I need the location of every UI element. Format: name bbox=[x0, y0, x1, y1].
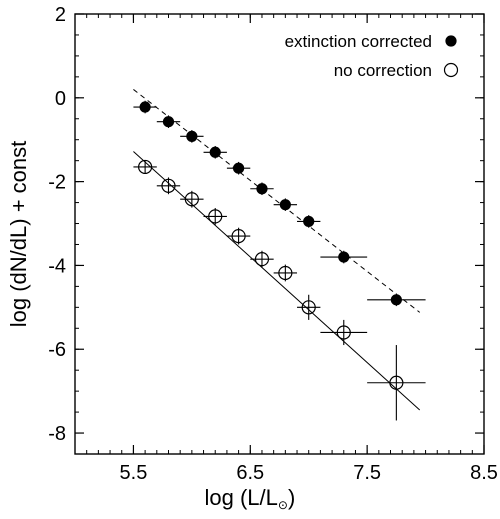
open-circle-marker bbox=[336, 325, 351, 340]
legend-marker-filled bbox=[445, 35, 457, 47]
filled-circle-marker bbox=[209, 146, 221, 158]
open-circle-marker bbox=[184, 192, 199, 207]
x-axis-label-main: log (L/L bbox=[205, 485, 278, 510]
point-no-correction bbox=[320, 319, 368, 346]
y-tick-label: 0 bbox=[55, 88, 66, 110]
fit-line-extinction-corrected bbox=[133, 89, 421, 313]
filled-circle-marker bbox=[279, 199, 291, 211]
filled-circle-marker bbox=[186, 130, 198, 142]
filled-circle-marker bbox=[338, 251, 350, 263]
fit-lines bbox=[133, 89, 421, 411]
point-no-correction bbox=[203, 208, 227, 225]
open-circle-marker bbox=[254, 252, 270, 267]
x-tick-label: 8.5 bbox=[470, 462, 498, 484]
open-circle-marker bbox=[278, 265, 293, 281]
point-no-correction bbox=[180, 190, 204, 208]
filled-circle-marker bbox=[390, 294, 402, 306]
x-tick-label: 7.5 bbox=[353, 462, 381, 484]
y-tick-label: -2 bbox=[48, 172, 66, 194]
point-extinction-corrected bbox=[273, 198, 298, 211]
point-no-correction bbox=[156, 177, 181, 195]
x-axis-label: log (L/L⊙) bbox=[205, 485, 296, 512]
open-circle-marker bbox=[161, 178, 176, 193]
legend: extinction corrected no correction bbox=[285, 32, 459, 80]
point-no-correction bbox=[273, 264, 298, 282]
y-axis-label: log (dN/dL) + const bbox=[6, 141, 31, 327]
y-tick-label: -6 bbox=[48, 339, 66, 361]
filled-circle-marker bbox=[303, 215, 315, 228]
point-no-correction bbox=[250, 250, 274, 268]
open-circle-marker bbox=[208, 209, 223, 224]
legend-label-extinction-corrected: extinction corrected bbox=[285, 32, 432, 51]
fit-line-no-correction bbox=[133, 151, 421, 411]
point-no-correction bbox=[297, 294, 321, 320]
legend-label-no-correction: no correction bbox=[334, 61, 432, 80]
x-tick-label: 5.5 bbox=[120, 462, 148, 484]
filled-circle-marker bbox=[162, 116, 175, 128]
x-axis-label-close: ) bbox=[288, 485, 295, 510]
filled-circle-marker bbox=[256, 183, 268, 195]
point-extinction-corrected bbox=[226, 161, 251, 175]
open-circle-marker bbox=[301, 300, 316, 315]
x-axis-ticks: 5.5 6.5 7.5 8.5 bbox=[74, 14, 498, 484]
point-extinction-corrected bbox=[367, 293, 426, 307]
data-points bbox=[133, 100, 426, 421]
point-extinction-corrected bbox=[297, 215, 321, 228]
open-circle-marker bbox=[231, 228, 246, 244]
point-no-correction bbox=[226, 227, 251, 245]
point-extinction-corrected bbox=[250, 182, 274, 196]
point-extinction-corrected bbox=[320, 250, 368, 264]
point-no-correction bbox=[133, 159, 157, 175]
y-tick-label: -8 bbox=[48, 423, 66, 445]
y-tick-label: -4 bbox=[48, 255, 66, 277]
open-circle-marker bbox=[389, 375, 404, 390]
point-extinction-corrected bbox=[203, 146, 227, 159]
open-circle-marker bbox=[138, 159, 153, 175]
point-no-correction bbox=[367, 345, 426, 421]
filled-circle-marker bbox=[233, 162, 245, 174]
x-axis-label-sub: ⊙ bbox=[278, 498, 288, 512]
legend-marker-open bbox=[443, 62, 459, 78]
x-tick-label: 6.5 bbox=[236, 462, 264, 484]
plot-frame bbox=[74, 13, 485, 455]
y-axis-ticks: 2 0 -2 -4 -6 -8 bbox=[48, 4, 484, 455]
point-extinction-corrected bbox=[180, 130, 204, 143]
filled-circle-marker bbox=[139, 101, 151, 113]
point-extinction-corrected bbox=[156, 115, 181, 128]
point-extinction-corrected bbox=[133, 100, 157, 114]
y-tick-label: 2 bbox=[55, 4, 66, 26]
